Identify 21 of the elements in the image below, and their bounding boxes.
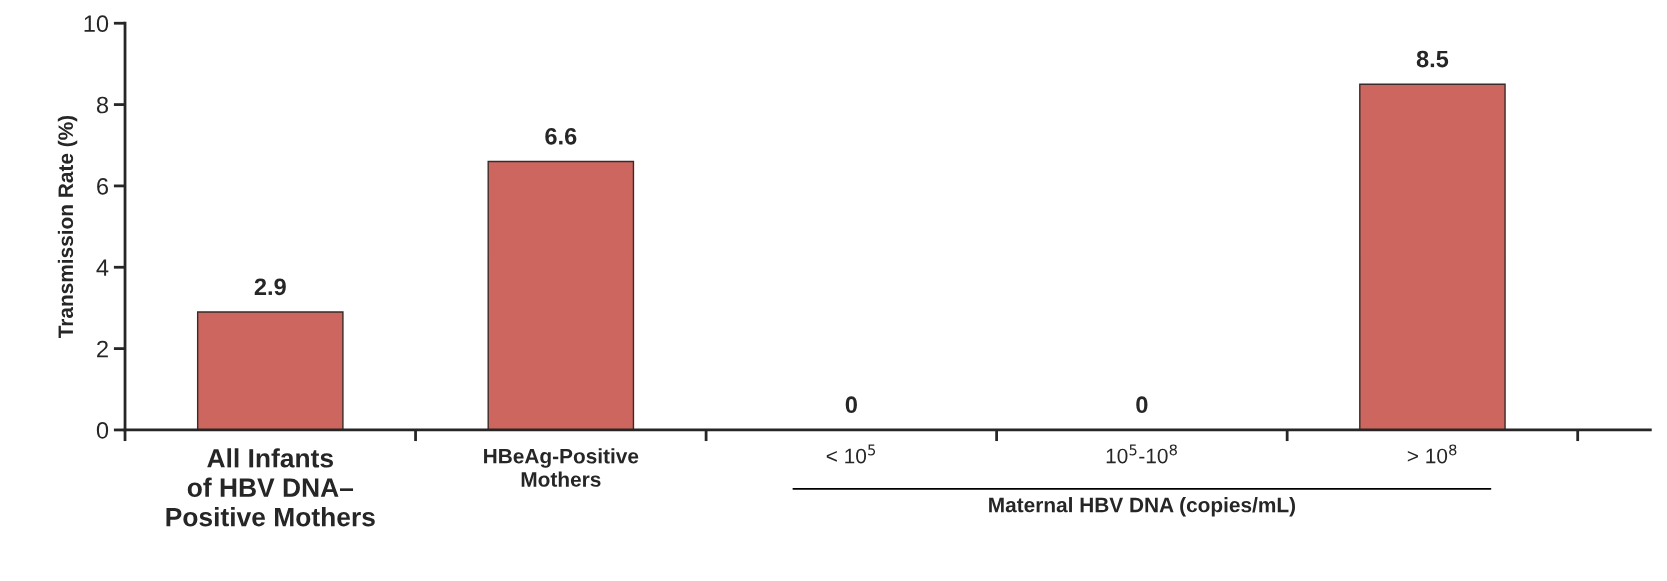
x-tick-label: All Infants of HBV DNA– Positive Mothers [166, 448, 375, 527]
data-label: 0 [1136, 396, 1148, 414]
y-tick-label: 8 [96, 96, 109, 114]
bar [196, 311, 344, 430]
y-tick-label: 2 [97, 340, 108, 358]
y-tick-label: 10 [84, 15, 109, 33]
data-label: 6.6 [545, 127, 577, 145]
data-label: 0 [845, 396, 857, 414]
bar [1359, 83, 1506, 430]
y-tick-label: 4 [96, 259, 109, 276]
x-tick-label: < 10$^{5}$ [826, 444, 876, 464]
x-tick-label: 10$^{5}$-10$^{8}$ [1106, 444, 1177, 464]
data-label: 8.5 [1416, 50, 1449, 68]
text: Maternal HBV DNA (copies/mL) [989, 497, 1296, 517]
x-tick-label: > 10$^{8}$ [1407, 444, 1457, 464]
bar [487, 160, 635, 430]
data-label: 2.9 [254, 278, 286, 296]
y-axis-title: Transmission Rate (%) [57, 115, 78, 339]
x-tick-label: HBeAg-Positive Mothers [484, 448, 639, 487]
y-tick-label: 0 [96, 422, 109, 439]
y-tick-label: 6 [97, 177, 109, 195]
